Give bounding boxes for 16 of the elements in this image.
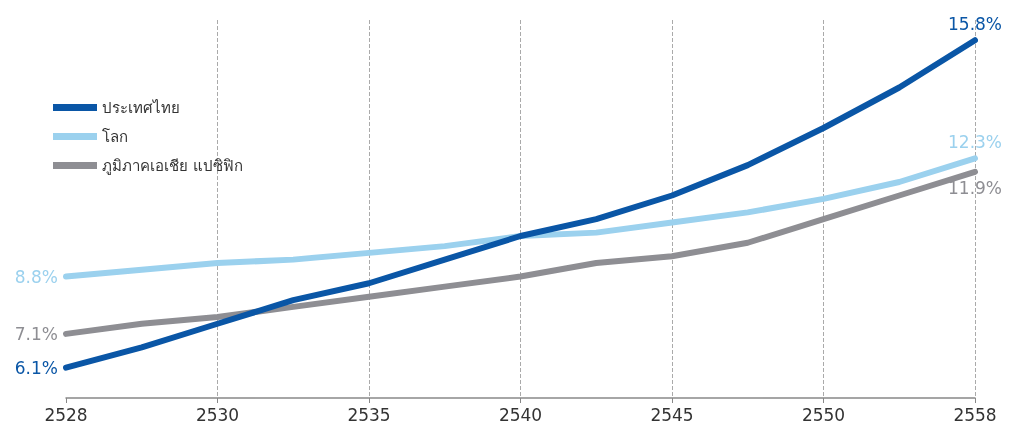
data-label: 7.1% [14, 323, 58, 344]
data-label: 8.8% [14, 266, 58, 287]
x-tick-label: 2558 [953, 404, 997, 425]
data-label: 15.8% [947, 13, 1003, 34]
legend-label: โลก [102, 127, 128, 146]
data-label: 11.9% [947, 178, 1003, 199]
x-tick-label: 2550 [801, 404, 846, 425]
legend-label: ประเทศไทย [102, 98, 180, 117]
x-tick-label: 2540 [498, 404, 543, 425]
x-tick-label: 2528 [44, 404, 88, 425]
x-tick-label: 2545 [650, 404, 694, 425]
data-label: 6.1% [14, 357, 58, 378]
legend-label: ภูมิภาคเอเชีย แปซิฟิก [102, 156, 243, 175]
x-tick-label: 2530 [195, 404, 240, 425]
data-label: 12.3% [947, 131, 1003, 152]
x-tick-label: 2535 [347, 404, 391, 425]
